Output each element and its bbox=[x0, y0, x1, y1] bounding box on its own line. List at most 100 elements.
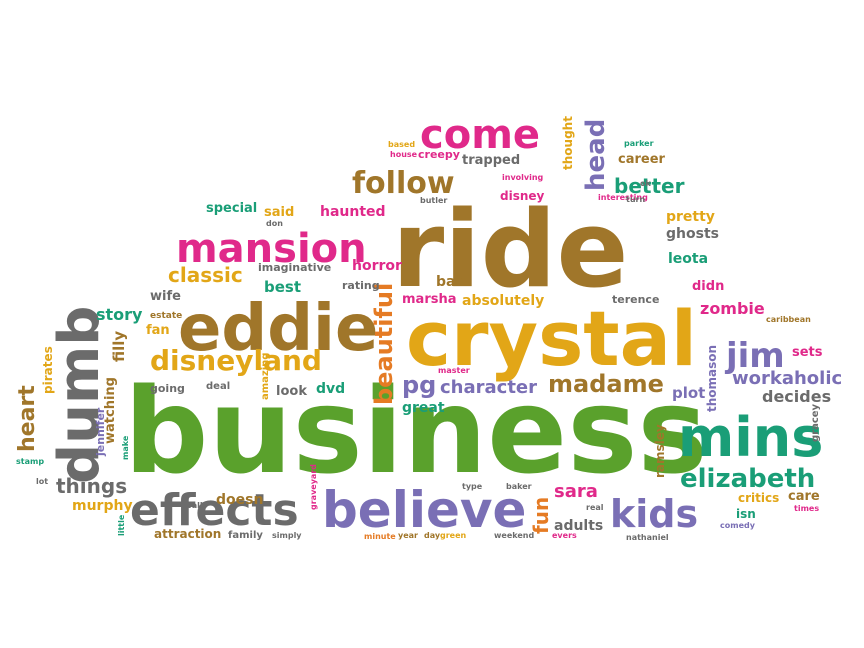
cloud-word: adults bbox=[554, 518, 603, 534]
cloud-word: day bbox=[424, 531, 441, 540]
cloud-word: based bbox=[388, 140, 415, 149]
cloud-word: year bbox=[398, 531, 418, 540]
cloud-word: believe bbox=[322, 481, 526, 539]
cloud-word: butler bbox=[420, 196, 447, 205]
cloud-word: ok bbox=[640, 179, 651, 188]
cloud-word: better bbox=[614, 174, 685, 198]
cloud-word: ghosts bbox=[666, 226, 719, 242]
cloud-word: rating bbox=[342, 279, 380, 292]
cloud-word: workaholic bbox=[732, 368, 842, 389]
cloud-word: ramsley bbox=[653, 424, 667, 478]
cloud-word: heart bbox=[15, 385, 40, 452]
cloud-word: best bbox=[264, 278, 301, 296]
cloud-word: disneyland bbox=[150, 344, 322, 377]
cloud-word: said bbox=[264, 205, 294, 220]
cloud-word: career bbox=[618, 152, 666, 167]
cloud-word: critics bbox=[738, 491, 779, 505]
cloud-word: sets bbox=[792, 345, 823, 360]
cloud-word: filly bbox=[110, 331, 128, 362]
cloud-word: turn bbox=[626, 195, 645, 204]
cloud-word: master bbox=[438, 366, 470, 375]
cloud-word: sara bbox=[554, 481, 598, 502]
cloud-word: didn bbox=[692, 279, 724, 294]
cloud-word: thought bbox=[561, 116, 575, 170]
cloud-word: story bbox=[96, 305, 143, 324]
cloud-word: minute bbox=[364, 532, 396, 541]
cloud-word: look bbox=[276, 384, 307, 399]
cloud-word: isn bbox=[736, 507, 756, 521]
cloud-word: horror bbox=[352, 258, 402, 274]
cloud-word: times bbox=[794, 504, 819, 513]
cloud-word: mansion bbox=[176, 226, 367, 272]
cloud-word: weekend bbox=[494, 531, 534, 540]
cloud-word: doesn bbox=[216, 492, 263, 508]
cloud-word: real bbox=[586, 503, 604, 512]
cloud-word: family bbox=[228, 530, 263, 541]
cloud-word: fan bbox=[146, 323, 170, 338]
cloud-word: type bbox=[462, 482, 483, 491]
cloud-word: special bbox=[206, 201, 257, 216]
cloud-word: evers bbox=[552, 531, 577, 540]
cloud-word: bad bbox=[436, 274, 466, 290]
cloud-word: terence bbox=[612, 293, 659, 306]
cloud-word: stamp bbox=[16, 457, 44, 466]
cloud-word: beautiful bbox=[370, 283, 398, 405]
cloud-word: character bbox=[440, 377, 537, 398]
cloud-word: murphy bbox=[72, 498, 133, 514]
cloud-word: classic bbox=[168, 263, 243, 287]
cloud-word: amazing bbox=[260, 353, 271, 400]
cloud-word: ball bbox=[186, 501, 203, 510]
cloud-word: mins bbox=[678, 406, 823, 469]
cloud-word: marsha bbox=[402, 292, 457, 307]
cloud-word: zombie bbox=[700, 299, 765, 318]
cloud-word: follow bbox=[352, 166, 455, 201]
cloud-word: fun bbox=[529, 497, 553, 534]
cloud-word: gracey bbox=[810, 403, 821, 442]
cloud-word: caribbean bbox=[766, 315, 811, 324]
cloud-word: nathaniel bbox=[626, 533, 669, 542]
cloud-word: attraction bbox=[154, 527, 221, 541]
cloud-word: comedy bbox=[720, 521, 756, 530]
cloud-word: imaginative bbox=[258, 261, 331, 274]
cloud-word: jennifer bbox=[94, 407, 107, 457]
cloud-word: come bbox=[420, 112, 540, 158]
cloud-word: interesting bbox=[598, 193, 648, 202]
cloud-word: baker bbox=[506, 482, 532, 491]
cloud-word: crystal bbox=[406, 294, 697, 383]
cloud-word: ride bbox=[392, 188, 628, 311]
cloud-word: deal bbox=[206, 381, 230, 392]
cloud-word: great bbox=[402, 400, 445, 416]
cloud-word: effects bbox=[130, 485, 299, 536]
cloud-word: haunted bbox=[320, 204, 386, 220]
cloud-word: lot bbox=[36, 477, 48, 486]
cloud-word: pretty bbox=[666, 209, 715, 225]
cloud-word: estate bbox=[150, 311, 182, 321]
cloud-word: green bbox=[440, 531, 467, 540]
cloud-word: little bbox=[117, 514, 126, 536]
cloud-word: plot bbox=[672, 384, 705, 402]
cloud-word: business bbox=[124, 362, 708, 500]
cloud-word: involving bbox=[502, 173, 544, 182]
cloud-word: eddie bbox=[178, 292, 378, 366]
cloud-word: pirates bbox=[41, 346, 55, 394]
cloud-word: head bbox=[581, 119, 611, 191]
cloud-word: thomason bbox=[705, 345, 719, 412]
cloud-word: trapped bbox=[462, 153, 520, 168]
cloud-word: leota bbox=[668, 251, 708, 267]
cloud-word: going bbox=[150, 382, 185, 395]
cloud-word: dumb bbox=[47, 306, 112, 484]
cloud-word: dvd bbox=[316, 381, 345, 397]
cloud-word: make bbox=[121, 435, 130, 460]
cloud-word: decides bbox=[762, 387, 831, 406]
cloud-word: house bbox=[390, 150, 418, 159]
cloud-word: wife bbox=[150, 289, 181, 304]
cloud-word: don bbox=[266, 219, 283, 228]
cloud-word: kids bbox=[610, 492, 698, 536]
cloud-word: jim bbox=[724, 336, 785, 376]
cloud-word: elizabeth bbox=[680, 464, 815, 494]
cloud-word: care bbox=[788, 489, 820, 504]
cloud-word: creepy bbox=[418, 148, 460, 161]
cloud-word: madame bbox=[548, 370, 664, 398]
cloud-word: pg bbox=[402, 371, 436, 399]
